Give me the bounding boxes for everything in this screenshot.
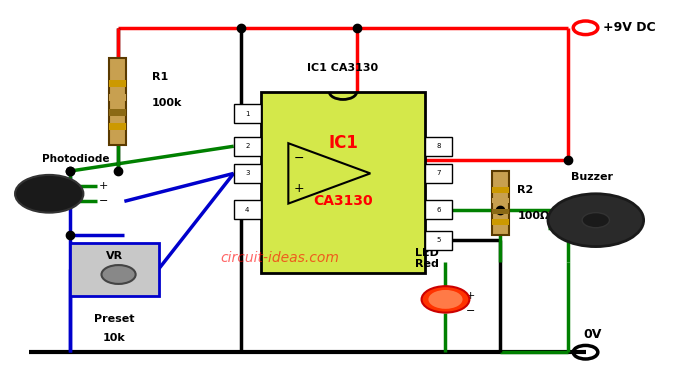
Bar (425, 137, 452, 156)
Bar (234, 137, 261, 156)
Text: 3: 3 (245, 170, 250, 176)
Circle shape (428, 290, 462, 309)
Bar (70, 243, 158, 296)
Text: circuit-ideas.com: circuit-ideas.com (220, 251, 339, 265)
Text: +: + (466, 291, 475, 301)
Text: +9V DC: +9V DC (602, 21, 655, 34)
Circle shape (548, 194, 643, 247)
Text: +: + (98, 181, 108, 191)
Circle shape (15, 175, 84, 213)
Text: Preset: Preset (94, 315, 134, 325)
Text: −: − (466, 306, 475, 316)
Bar (109, 58, 126, 145)
Text: +: + (294, 182, 304, 195)
Bar (109, 80, 126, 87)
Text: CA3130: CA3130 (314, 193, 372, 207)
Circle shape (582, 213, 609, 228)
Text: R2: R2 (517, 185, 534, 195)
Text: −: − (294, 152, 304, 165)
Bar (425, 231, 452, 250)
Text: IC1: IC1 (328, 134, 358, 152)
Text: 6: 6 (436, 207, 441, 213)
Text: 100Ω: 100Ω (517, 211, 549, 222)
Circle shape (422, 286, 469, 313)
Text: R1: R1 (152, 72, 168, 82)
Circle shape (102, 265, 136, 284)
Bar (492, 209, 509, 214)
Bar (492, 219, 509, 225)
Text: 0V: 0V (583, 328, 602, 341)
Text: 5: 5 (436, 238, 441, 244)
Bar (492, 171, 509, 235)
Bar (492, 187, 509, 193)
Text: IC1 CA3130: IC1 CA3130 (307, 63, 379, 73)
Bar (109, 94, 126, 101)
Text: 10k: 10k (103, 333, 126, 344)
Text: 2: 2 (245, 143, 250, 149)
Bar (492, 198, 509, 203)
FancyBboxPatch shape (261, 92, 425, 273)
Text: 1: 1 (245, 111, 250, 117)
Bar (425, 200, 452, 219)
Text: LED
Red: LED Red (415, 248, 438, 269)
Text: −: − (98, 196, 108, 206)
Text: 7: 7 (436, 170, 441, 176)
Bar (234, 104, 261, 123)
Text: Buzzer: Buzzer (571, 173, 613, 182)
Text: VR: VR (106, 251, 123, 261)
Text: 8: 8 (436, 143, 441, 149)
Text: 100k: 100k (152, 98, 182, 108)
Bar (234, 164, 261, 183)
Text: Photodiode: Photodiode (43, 154, 110, 164)
Text: 4: 4 (245, 207, 250, 213)
Bar (234, 200, 261, 219)
Bar (109, 109, 126, 116)
Bar (109, 123, 126, 130)
Bar (425, 164, 452, 183)
